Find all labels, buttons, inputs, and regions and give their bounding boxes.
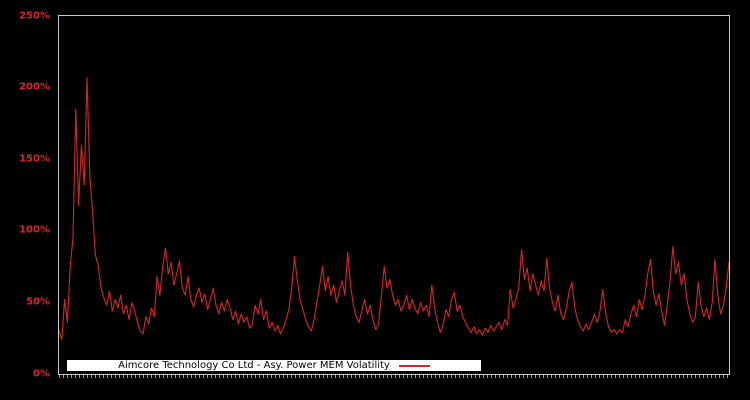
legend: Aimcore Technology Co Ltd - Asy. Power M… [66, 359, 482, 372]
legend-line-sample [398, 364, 430, 367]
y-axis-tick-labels: 0% 50% 100% 150% 200% 250% [0, 0, 54, 400]
y-tick-label: 150% [19, 153, 50, 165]
y-tick-label: 200% [19, 81, 50, 93]
x-axis-minor-ticks [59, 375, 729, 378]
plot-area: Aimcore Technology Co Ltd - Asy. Power M… [58, 15, 730, 378]
legend-label: Aimcore Technology Co Ltd - Asy. Power M… [118, 360, 390, 371]
y-tick-label: 250% [19, 10, 50, 21]
y-tick-label: 0% [33, 368, 50, 379]
y-tick-label: 100% [19, 224, 50, 236]
series-polyline [59, 77, 729, 341]
y-tick-label: 50% [26, 296, 50, 308]
volatility-line-chart [59, 77, 729, 341]
